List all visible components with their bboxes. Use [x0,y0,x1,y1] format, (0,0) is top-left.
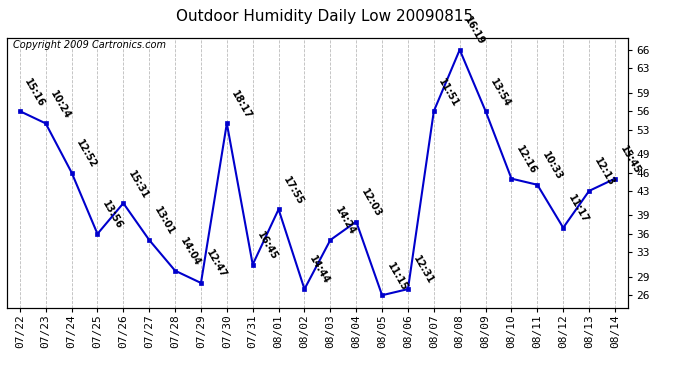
Text: 18:17: 18:17 [230,88,254,121]
Text: Copyright 2009 Cartronics.com: Copyright 2009 Cartronics.com [13,40,166,50]
Text: 12:52: 12:52 [75,138,99,170]
Text: 16:19: 16:19 [462,15,486,47]
Text: 11:51: 11:51 [437,76,461,108]
Text: 15:16: 15:16 [23,76,47,108]
Text: 10:24: 10:24 [48,89,72,121]
Text: 14:24: 14:24 [333,206,357,237]
Text: 17:55: 17:55 [282,175,306,207]
Text: 15:31: 15:31 [126,168,150,200]
Text: 12:16: 12:16 [514,144,538,176]
Text: 12:13: 12:13 [592,156,616,188]
Text: 14:04: 14:04 [178,236,202,268]
Text: 15:45: 15:45 [618,144,642,176]
Text: 12:31: 12:31 [411,255,435,286]
Text: 14:44: 14:44 [307,255,331,286]
Text: 11:15: 11:15 [385,261,409,292]
Text: 12:03: 12:03 [359,187,383,219]
Text: 16:45: 16:45 [255,230,279,262]
Text: 13:54: 13:54 [489,76,513,108]
Text: 10:33: 10:33 [540,150,564,182]
Text: 13:01: 13:01 [152,206,176,237]
Text: Outdoor Humidity Daily Low 20090815: Outdoor Humidity Daily Low 20090815 [176,9,473,24]
Text: 13:56: 13:56 [100,199,124,231]
Text: 12:47: 12:47 [204,248,228,280]
Text: 11:17: 11:17 [566,193,590,225]
